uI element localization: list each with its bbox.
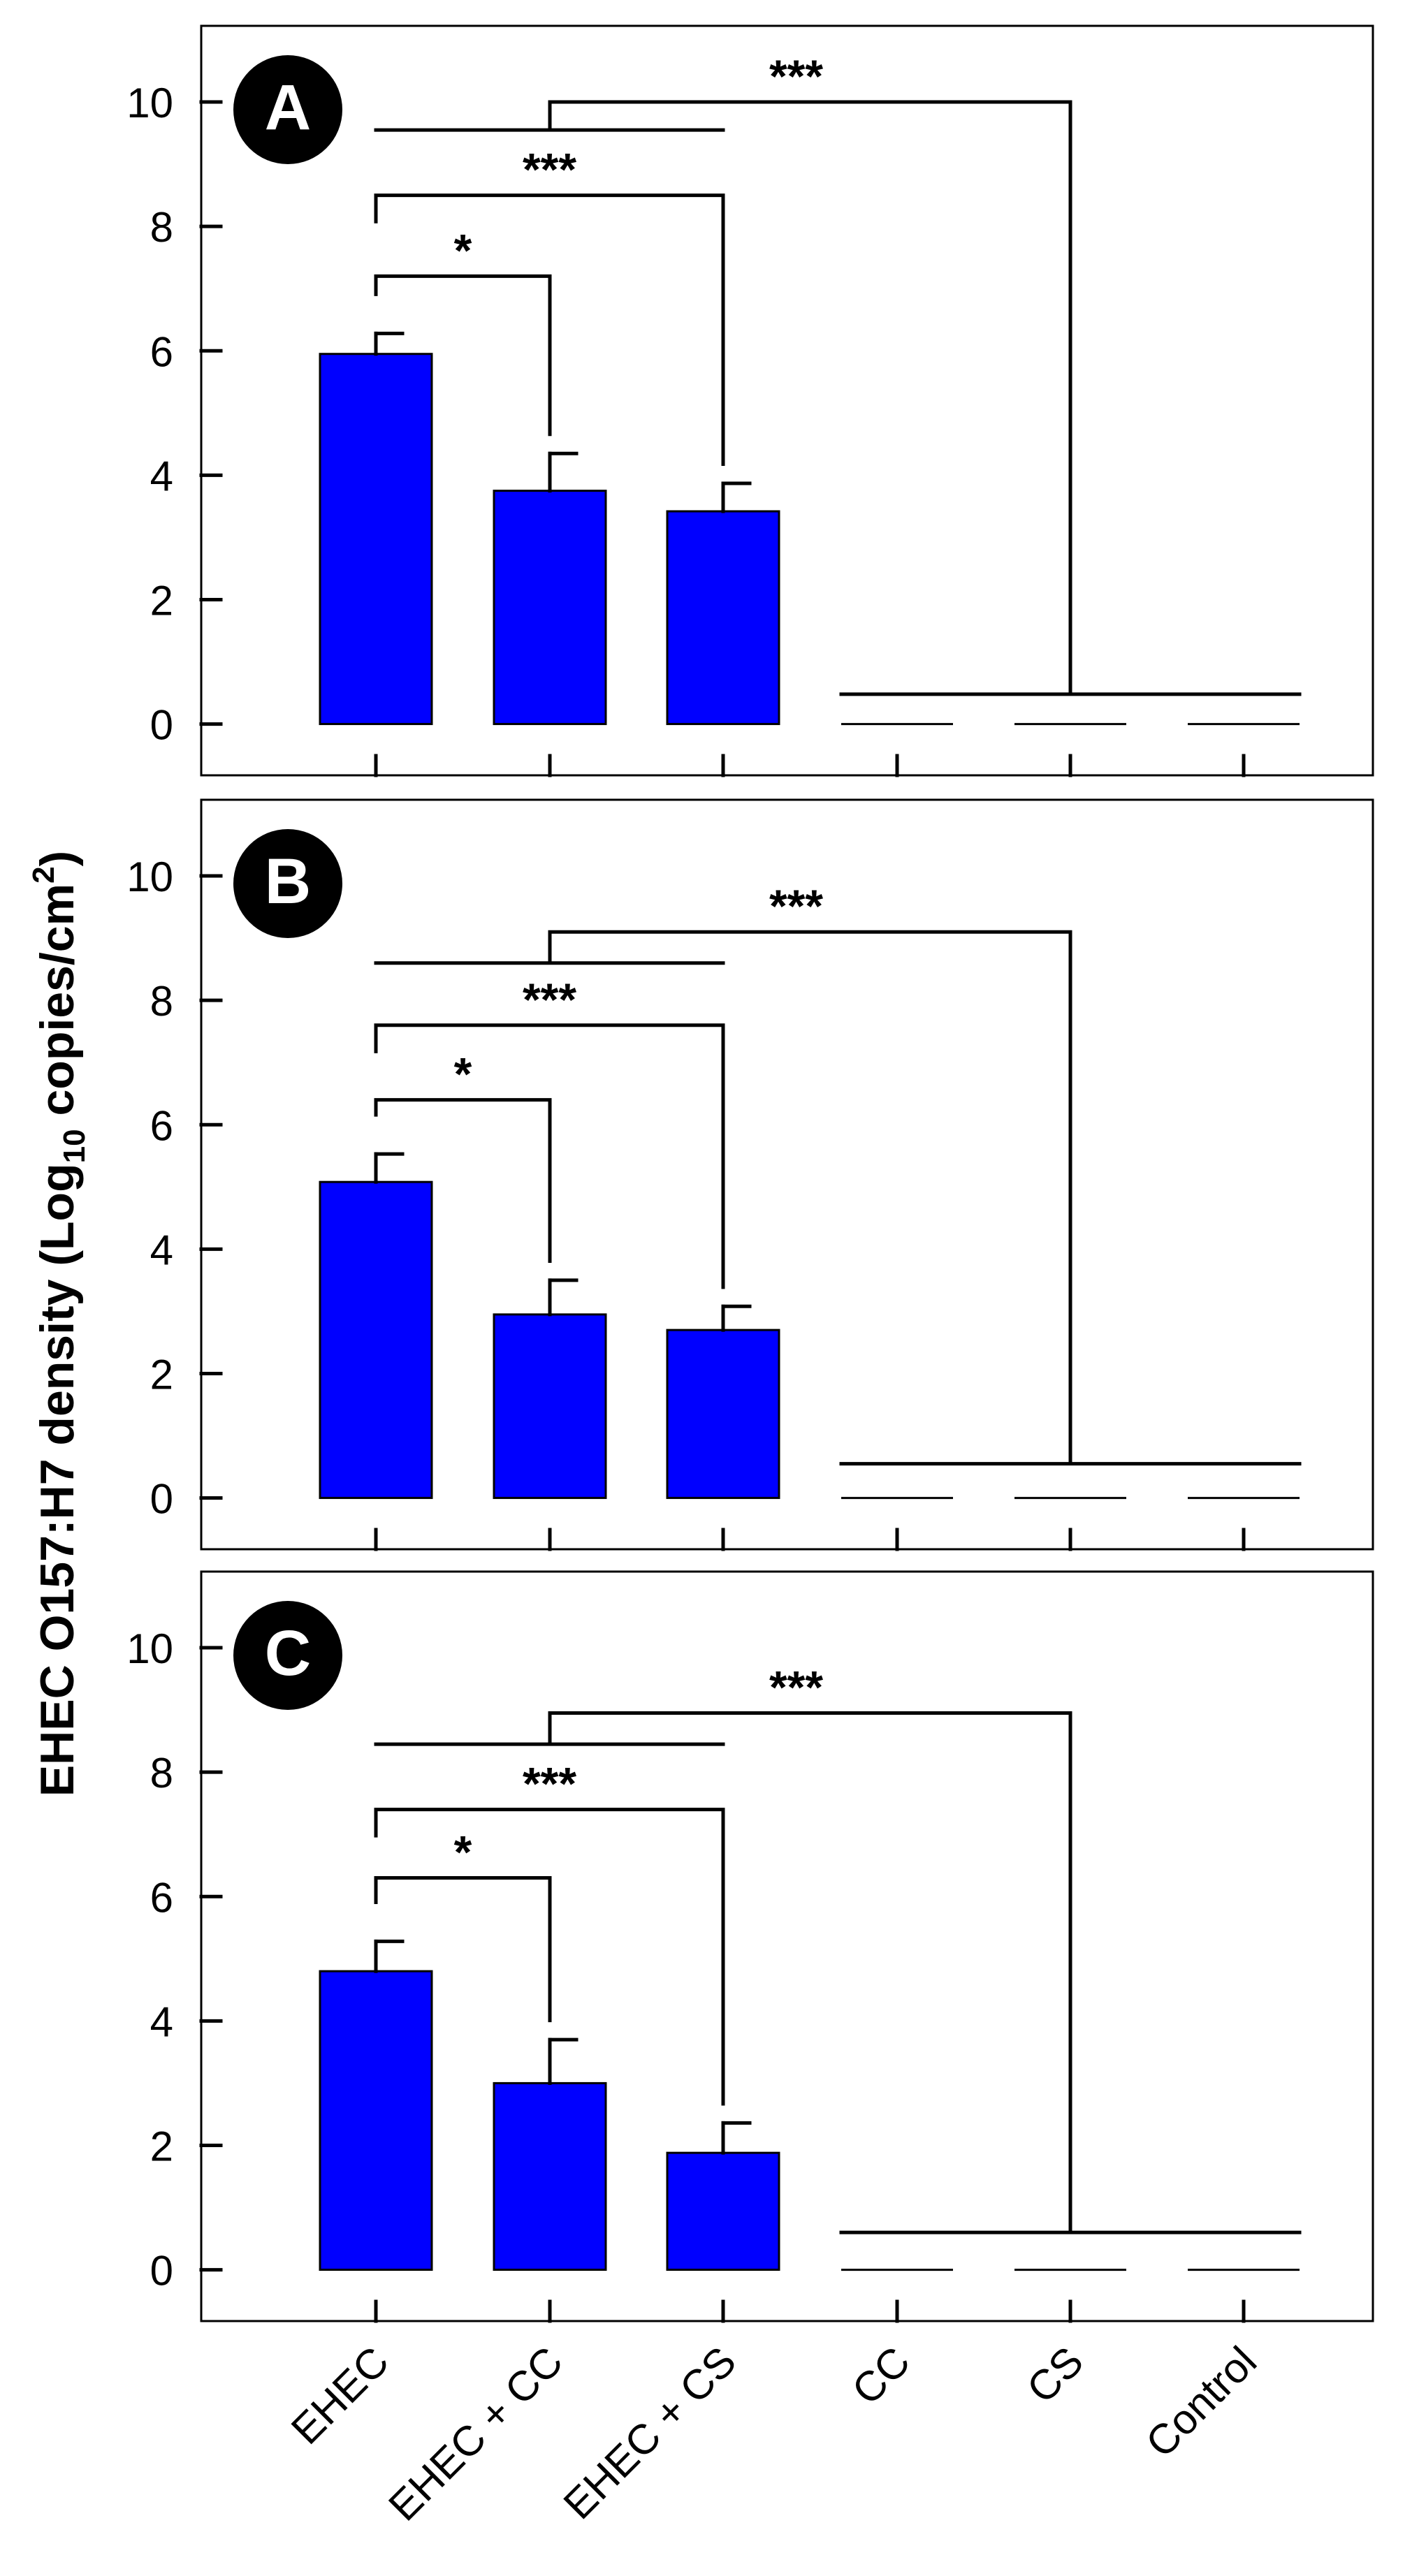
bar (493, 490, 607, 726)
significance-label: *** (769, 880, 823, 932)
significance-bracket (374, 1876, 552, 2023)
y-axis-label-sub: 10 (57, 1129, 92, 1163)
panel-label: A (265, 72, 311, 143)
panels: 0246810*******A0246810*******B0246810***… (126, 24, 1374, 2530)
x-tick-label: EHEC + CC (379, 2338, 572, 2530)
x-tick-label: CS (1018, 2338, 1092, 2412)
significance-label: *** (769, 1662, 823, 1713)
y-tick-label: 8 (150, 978, 173, 1025)
y-tick-label: 2 (150, 577, 173, 624)
x-tick-label: EHEC + CS (555, 2338, 745, 2529)
bar (493, 1313, 607, 1500)
y-axis-label-suffix: ) (31, 851, 84, 867)
significance-bracket (548, 930, 1072, 1464)
bar (319, 1180, 433, 1500)
significance-label: * (454, 1827, 472, 1878)
bar (666, 2151, 780, 2271)
y-axis-label-sup: 2 (27, 866, 61, 883)
panel-label-badge (233, 55, 342, 164)
panel-label-badge (233, 1601, 342, 1710)
y-tick-label: 4 (150, 453, 173, 499)
y-tick-label: 10 (126, 80, 173, 126)
significance-bracket (374, 193, 725, 467)
bar (666, 510, 780, 726)
significance-bracket (374, 1098, 552, 1263)
significance-label: *** (523, 974, 576, 1025)
significance-bracket (374, 1023, 725, 1289)
y-tick-label: 10 (126, 854, 173, 900)
y-tick-label: 4 (150, 1227, 173, 1273)
y-tick-label: 2 (150, 2123, 173, 2169)
significance-label: * (454, 1048, 472, 1100)
bar (319, 1970, 433, 2271)
plot-frame (200, 24, 1374, 777)
panel-label: B (265, 846, 311, 917)
y-tick-label: 8 (150, 1750, 173, 1796)
significance-label: * (454, 224, 472, 276)
bar (666, 1329, 780, 1500)
panel-label-badge (233, 829, 342, 938)
x-tick-label: EHEC (282, 2338, 398, 2453)
y-tick-label: 0 (150, 1476, 173, 1523)
y-axis-label-prefix: EHEC O157:H7 density (Log (31, 1163, 84, 1796)
y-tick-label: 8 (150, 204, 173, 251)
y-tick-label: 6 (150, 1874, 173, 1921)
significance-bracket (374, 1808, 725, 2106)
significance-bracket (548, 100, 1072, 694)
y-tick-label: 0 (150, 2248, 173, 2295)
plot-frame (200, 1570, 1374, 2322)
significance-label: *** (523, 1758, 576, 1810)
y-tick-label: 4 (150, 1998, 173, 2045)
y-axis-label: EHEC O157:H7 density (Log10 copies/cm2) (27, 851, 92, 1796)
y-axis-label-middle: copies/cm (31, 884, 84, 1129)
x-tick-label: CC (843, 2338, 919, 2414)
y-tick-label: 10 (126, 1625, 173, 1672)
significance-label: *** (769, 50, 823, 102)
significance-bracket (374, 274, 552, 437)
plot-frame (200, 798, 1374, 1551)
significance-label: *** (523, 144, 576, 196)
bar (493, 2081, 607, 2271)
y-tick-label: 6 (150, 1102, 173, 1149)
x-tick-label: Control (1137, 2338, 1265, 2466)
y-tick-label: 2 (150, 1351, 173, 1398)
significance-bracket (548, 1711, 1072, 2233)
bar (319, 353, 433, 726)
y-tick-label: 6 (150, 328, 173, 375)
panel-label: C (265, 1618, 311, 1689)
y-tick-label: 0 (150, 702, 173, 749)
